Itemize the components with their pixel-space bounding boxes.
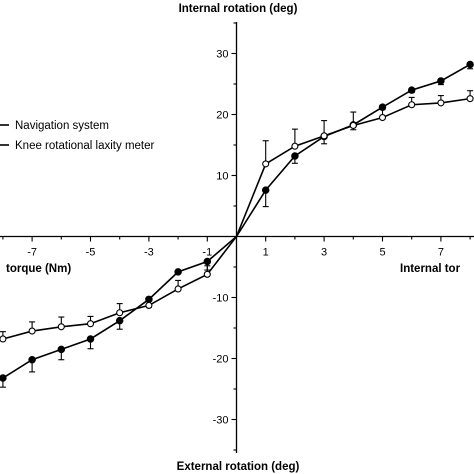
x-tick-label: 5 (379, 247, 385, 259)
y-tick-label: 30 (216, 49, 228, 61)
data-point-open (320, 132, 328, 140)
data-point-filled (261, 186, 270, 194)
x-tick-label: -5 (86, 247, 96, 259)
data-point-open (174, 285, 182, 293)
legend-item-laxity-meter: Knee rotational laxity meter (0, 140, 155, 152)
legend-label-laxity-meter: Knee rotational laxity meter (15, 140, 155, 152)
x-tick-label: -7 (27, 247, 37, 259)
data-point-open (86, 320, 95, 328)
y-tick-label: -10 (213, 293, 229, 305)
data-point-filled (407, 86, 416, 94)
data-point-filled (115, 316, 124, 325)
x-tick-label: 7 (438, 247, 444, 259)
data-point-filled (28, 355, 36, 364)
y-axis-title-bottom: External rotation (deg) (177, 461, 300, 473)
data-point-open (378, 114, 387, 122)
data-point-open (28, 327, 36, 335)
y-axis-title-top: Internal rotation (deg) (179, 3, 298, 15)
data-point-open (466, 95, 474, 103)
data-point-open (57, 323, 65, 331)
data-point-filled (203, 257, 212, 266)
x-axis-title-right: Internal tor (400, 263, 461, 275)
series-group (0, 60, 474, 388)
data-point-filled (466, 60, 474, 69)
x-tick-label: 1 (263, 247, 269, 259)
data-point-open (408, 101, 416, 109)
data-point-filled (174, 268, 182, 276)
data-point-filled (0, 374, 7, 382)
data-point-filled (437, 77, 445, 85)
data-point-open (437, 99, 445, 107)
data-point-filled (86, 335, 95, 343)
data-point-filled (57, 345, 66, 354)
axes: -7 -5 -3 -1 1 3 5 7 -30 -20 -10 10 20 30 (0, 22, 474, 453)
data-point-open (0, 335, 7, 343)
y-tick-label: -30 (213, 415, 229, 427)
data-point-open (262, 160, 270, 168)
data-point-open (203, 270, 211, 278)
legend-label-navigation: Navigation system (15, 120, 109, 132)
data-point-open (349, 121, 357, 130)
x-tick-label: 3 (321, 247, 327, 259)
y-tick-label: -20 (213, 354, 229, 366)
legend-item-navigation: Navigation system (0, 120, 109, 132)
x-tick-label: -3 (144, 247, 154, 259)
x-axis-title-left: torque (Nm) (6, 263, 71, 275)
data-point-open (291, 142, 299, 150)
data-point-open (116, 309, 124, 317)
y-tick-label: 20 (216, 110, 228, 122)
series-line (2, 97, 471, 340)
data-point-open (145, 301, 153, 309)
y-tick-label: 10 (216, 171, 228, 183)
legend: Navigation system Knee rotational laxity… (0, 120, 155, 152)
x-tick-label: -1 (202, 247, 212, 259)
data-point-filled (291, 152, 299, 160)
series-1 (0, 90, 474, 343)
